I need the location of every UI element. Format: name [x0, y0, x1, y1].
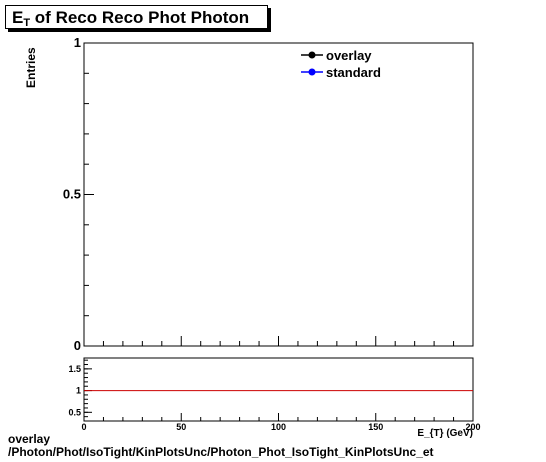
y-tick-label: 1 — [74, 35, 81, 50]
legend-marker — [308, 68, 316, 76]
legend-label: standard — [326, 65, 381, 80]
legend-label: overlay — [326, 48, 372, 63]
x-tick-label: 0 — [81, 422, 86, 432]
x-tick-label: 100 — [271, 422, 286, 432]
ratio-y-tick-label: 1.5 — [68, 364, 81, 374]
main-plot-frame — [83, 42, 474, 347]
title-rest: of Reco Reco Phot Photon — [30, 8, 250, 27]
chart-title: ET of Reco Reco Phot Photon — [5, 5, 268, 29]
title-main: E — [12, 8, 24, 27]
footer-overlay-label: overlay — [8, 432, 51, 446]
y-tick-label: 0 — [74, 338, 81, 353]
y-tick-label: 0.5 — [63, 187, 81, 202]
x-axis-label: E_{T} (GeV) — [417, 428, 473, 439]
footer-histogram-path: /Photon/Phot/IsoTight/KinPlotsUnc/Photon… — [8, 445, 434, 459]
legend-marker — [308, 51, 316, 59]
x-tick-label: 50 — [176, 422, 186, 432]
x-tick-label: 200 — [465, 422, 480, 432]
ratio-y-tick-label: 0.5 — [68, 407, 81, 417]
title-subscript: T — [23, 17, 31, 29]
ratio-plot-frame — [83, 357, 474, 422]
x-tick-label: 150 — [368, 422, 383, 432]
ratio-y-tick-label: 1 — [76, 386, 81, 396]
